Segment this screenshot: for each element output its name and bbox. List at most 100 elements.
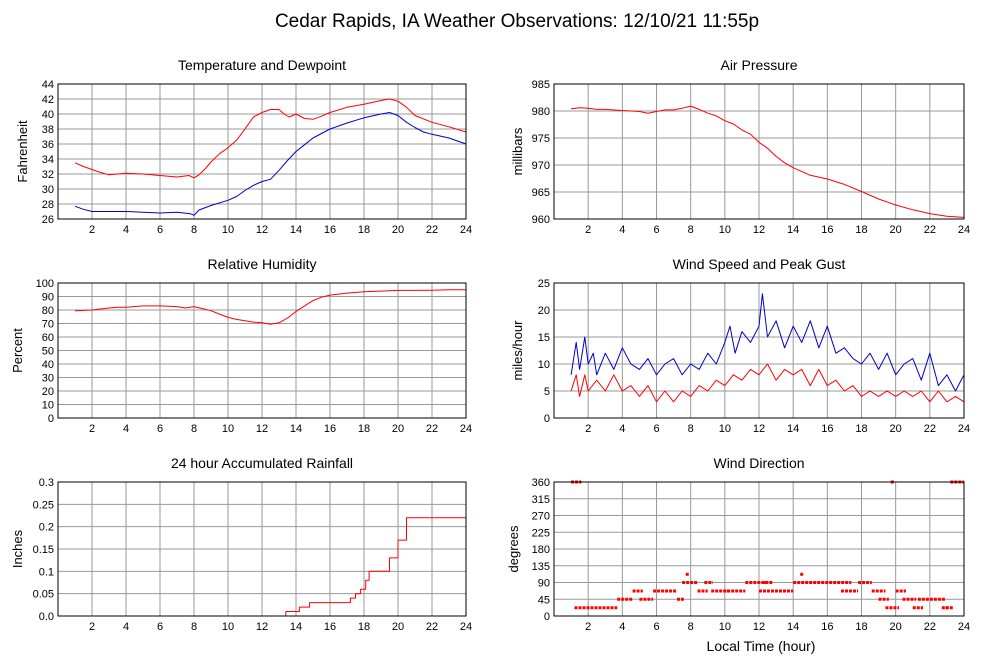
temp-plot-frame [57, 83, 467, 220]
temp-y-tick-label-5: 36 [42, 139, 54, 151]
rain-x-tick-label-5: 12 [256, 621, 268, 633]
pressure-y-tick-label-0: 960 [532, 214, 550, 226]
humidity-x-tick-label-2: 6 [157, 423, 163, 435]
rain-y-tick-label-1: 0.05 [33, 589, 54, 601]
pressure-x-tick-label-4: 10 [719, 224, 731, 236]
rain-y-tick-label-2: 0.1 [39, 566, 54, 578]
pressure-title: Air Pressure [720, 57, 797, 73]
pressure-x-tick-label-8: 18 [855, 224, 867, 236]
direction-title: Wind Direction [713, 455, 804, 471]
humidity-x-tick-label-0: 2 [89, 423, 95, 435]
humidity-title: Relative Humidity [208, 256, 317, 272]
wind-y-tick-label-4: 20 [538, 305, 550, 317]
temp-x-tick-label-6: 14 [290, 224, 302, 236]
rain-x-tick-label-1: 4 [123, 621, 129, 633]
wind-x-tick-label-6: 14 [787, 423, 799, 435]
wind-y-axis-label: miles/hour [510, 320, 525, 381]
direction-direction-point-1 [800, 572, 804, 576]
humidity-y-tick-label-7: 70 [42, 319, 54, 331]
pressure-x-tick-label-5: 12 [753, 224, 765, 236]
temp-series-line-0 [74, 98, 467, 179]
direction-x-tick-label-6: 14 [787, 621, 799, 633]
direction-x-tick-label-2: 6 [653, 621, 659, 633]
direction-x-tick-label-8: 18 [855, 621, 867, 633]
direction-direction-point-4 [726, 589, 730, 593]
temp-y-tick-label-4: 34 [42, 154, 54, 166]
humidity-x-tick-label-9: 20 [392, 423, 404, 435]
wind-y-tick-label-3: 15 [538, 332, 550, 344]
wind-x-tick-label-8: 18 [855, 423, 867, 435]
humidity-y-tick-label-3: 30 [42, 373, 54, 385]
wind-x-tick-label-3: 8 [688, 423, 694, 435]
direction-x-tick-label-3: 8 [688, 621, 694, 633]
rain-plot-frame [57, 481, 467, 617]
wind-x-tick-label-9: 20 [890, 423, 902, 435]
rain-x-tick-label-4: 10 [222, 621, 234, 633]
direction-y-tick-label-1: 45 [538, 594, 550, 606]
direction-y-tick-label-7: 315 [532, 494, 550, 506]
rain-series-line-0 [75, 517, 466, 617]
temp-y-tick-label-9: 44 [42, 79, 54, 91]
wind-y-tick-label-0: 0 [544, 413, 550, 425]
rain-x-tick-label-2: 6 [157, 621, 163, 633]
humidity-x-tick-label-3: 8 [191, 423, 197, 435]
humidity-series-line-0 [74, 289, 466, 325]
rain-x-tick-label-10: 22 [426, 621, 438, 633]
temp-title: Temperature and Dewpoint [178, 57, 346, 73]
temp-y-tick-label-1: 28 [42, 199, 54, 211]
temp-y-tick-label-8: 42 [42, 94, 54, 106]
direction-plot-frame [553, 481, 965, 617]
direction-y-tick-label-2: 90 [538, 578, 550, 590]
figure-title: Cedar Rapids, IA Weather Observations: 1… [275, 11, 759, 32]
wind-x-tick-label-11: 24 [958, 423, 970, 435]
humidity-x-tick-label-8: 18 [358, 423, 370, 435]
temp-x-tick-label-0: 2 [89, 224, 95, 236]
rain-x-tick-label-11: 24 [460, 621, 472, 633]
pressure-x-tick-label-2: 6 [653, 224, 659, 236]
direction-y-tick-label-8: 360 [532, 477, 550, 489]
humidity-y-tick-label-8: 80 [42, 305, 54, 317]
wind-x-tick-label-7: 16 [821, 423, 833, 435]
wind-y-tick-label-2: 10 [538, 359, 550, 371]
pressure-y-tick-label-5: 985 [532, 79, 550, 91]
temp-x-tick-label-10: 22 [426, 224, 438, 236]
direction-x-tick-label-0: 2 [585, 621, 591, 633]
wind-x-tick-label-4: 10 [719, 423, 731, 435]
direction-y-tick-label-5: 225 [532, 527, 550, 539]
rain-y-tick-label-6: 0.3 [39, 477, 54, 489]
pressure-x-tick-label-1: 4 [619, 224, 625, 236]
humidity-plot-frame [57, 282, 467, 419]
direction-y-tick-label-0: 0 [544, 611, 550, 623]
direction-x-tick-label-10: 22 [924, 621, 936, 633]
pressure-x-tick-label-6: 14 [787, 224, 799, 236]
humidity-y-axis-label: Percent [10, 328, 25, 373]
humidity-x-tick-label-7: 16 [324, 423, 336, 435]
humidity-x-tick-label-4: 10 [222, 423, 234, 435]
temp-x-tick-label-5: 12 [256, 224, 268, 236]
pressure-x-tick-label-3: 8 [688, 224, 694, 236]
temp-y-axis-label: Fahrenheit [15, 120, 30, 183]
pressure-plot-frame [553, 83, 965, 220]
direction-x-tick-label-11: 24 [958, 621, 970, 633]
humidity-x-tick-label-6: 14 [290, 423, 302, 435]
humidity-x-tick-label-1: 4 [123, 423, 129, 435]
direction-y-tick-label-4: 180 [532, 544, 550, 556]
rain-y-tick-label-3: 0.15 [33, 544, 54, 556]
humidity-x-tick-label-11: 24 [460, 423, 472, 435]
pressure-x-tick-label-7: 16 [821, 224, 833, 236]
rain-x-tick-label-6: 14 [290, 621, 302, 633]
humidity-y-tick-label-0: 0 [48, 413, 54, 425]
direction-y-axis-label: degrees [506, 525, 521, 572]
humidity-x-tick-label-5: 12 [256, 423, 268, 435]
humidity-y-tick-label-9: 90 [42, 292, 54, 304]
temp-x-tick-label-3: 8 [191, 224, 197, 236]
humidity-y-tick-label-6: 60 [42, 332, 54, 344]
direction-direction-point-5 [945, 606, 949, 610]
pressure-y-tick-label-3: 975 [532, 133, 550, 145]
humidity-y-tick-label-4: 40 [42, 359, 54, 371]
pressure-x-tick-label-10: 22 [924, 224, 936, 236]
pressure-x-tick-label-11: 24 [958, 224, 970, 236]
temp-y-tick-label-6: 38 [42, 124, 54, 136]
direction-direction-point-0 [685, 572, 689, 576]
rain-x-tick-label-7: 16 [324, 621, 336, 633]
